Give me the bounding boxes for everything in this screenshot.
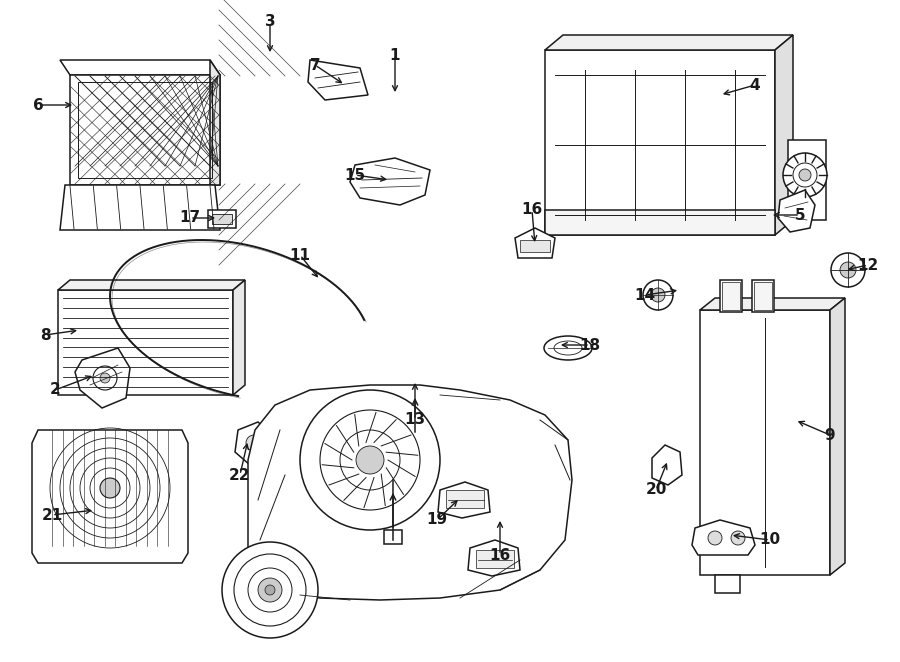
Polygon shape xyxy=(775,35,793,235)
Bar xyxy=(58,290,233,395)
Text: 4: 4 xyxy=(750,77,760,93)
Bar xyxy=(476,550,514,568)
Polygon shape xyxy=(210,60,220,185)
Circle shape xyxy=(258,578,282,602)
Circle shape xyxy=(340,430,400,490)
Circle shape xyxy=(708,531,722,545)
Polygon shape xyxy=(235,422,272,465)
Bar xyxy=(545,210,775,235)
Polygon shape xyxy=(58,280,245,290)
Text: 8: 8 xyxy=(40,328,50,342)
Bar xyxy=(720,280,742,312)
Text: 10: 10 xyxy=(760,532,780,547)
Bar xyxy=(208,210,236,228)
Circle shape xyxy=(793,163,817,187)
Circle shape xyxy=(100,373,110,383)
Polygon shape xyxy=(545,35,793,50)
Bar xyxy=(788,140,826,220)
Circle shape xyxy=(246,435,262,451)
Polygon shape xyxy=(60,60,220,75)
Text: 16: 16 xyxy=(490,547,510,563)
Circle shape xyxy=(234,554,306,626)
Text: 22: 22 xyxy=(230,467,251,483)
Text: 14: 14 xyxy=(634,287,655,303)
Polygon shape xyxy=(515,228,555,258)
Bar xyxy=(212,214,232,224)
Text: 19: 19 xyxy=(427,512,447,528)
Text: 15: 15 xyxy=(345,167,365,183)
Ellipse shape xyxy=(554,341,582,355)
Polygon shape xyxy=(70,75,220,185)
Circle shape xyxy=(840,262,856,278)
Circle shape xyxy=(300,390,440,530)
Polygon shape xyxy=(75,348,130,408)
Bar xyxy=(384,530,402,544)
Text: 18: 18 xyxy=(580,338,600,352)
Polygon shape xyxy=(700,298,845,310)
Circle shape xyxy=(783,153,827,197)
Polygon shape xyxy=(468,540,520,576)
Polygon shape xyxy=(692,520,755,555)
Circle shape xyxy=(799,169,811,181)
Text: 3: 3 xyxy=(265,15,275,30)
Bar xyxy=(700,310,830,575)
Bar xyxy=(446,490,484,508)
Bar xyxy=(715,575,740,593)
Text: 16: 16 xyxy=(521,203,543,218)
Text: 17: 17 xyxy=(179,211,201,226)
Circle shape xyxy=(265,585,275,595)
Text: 6: 6 xyxy=(32,97,43,113)
Circle shape xyxy=(93,366,117,390)
Polygon shape xyxy=(248,385,572,600)
Bar xyxy=(520,240,550,252)
Text: 7: 7 xyxy=(310,58,320,73)
Text: 2: 2 xyxy=(50,383,60,397)
Circle shape xyxy=(831,253,865,287)
Polygon shape xyxy=(60,185,220,230)
Polygon shape xyxy=(32,430,188,563)
Bar xyxy=(754,282,772,310)
Ellipse shape xyxy=(544,336,592,360)
Polygon shape xyxy=(350,158,430,205)
Circle shape xyxy=(100,478,120,498)
Text: 9: 9 xyxy=(824,428,835,442)
Circle shape xyxy=(731,531,745,545)
Circle shape xyxy=(643,280,673,310)
Polygon shape xyxy=(652,445,682,485)
Text: 20: 20 xyxy=(645,483,667,498)
Text: 1: 1 xyxy=(390,48,400,62)
Text: 5: 5 xyxy=(795,207,806,222)
Polygon shape xyxy=(438,482,490,518)
Circle shape xyxy=(248,568,292,612)
Circle shape xyxy=(356,446,384,474)
Polygon shape xyxy=(233,280,245,395)
Text: 21: 21 xyxy=(41,508,63,522)
Circle shape xyxy=(651,288,665,302)
Text: 13: 13 xyxy=(404,412,426,428)
Bar xyxy=(722,282,740,310)
Bar xyxy=(78,82,212,178)
Polygon shape xyxy=(778,190,815,232)
Circle shape xyxy=(320,410,420,510)
Bar xyxy=(752,280,774,312)
Text: 12: 12 xyxy=(858,258,878,273)
Polygon shape xyxy=(830,298,845,575)
Polygon shape xyxy=(308,60,368,100)
Circle shape xyxy=(222,542,318,638)
Bar xyxy=(545,50,775,235)
Text: 11: 11 xyxy=(290,248,310,263)
